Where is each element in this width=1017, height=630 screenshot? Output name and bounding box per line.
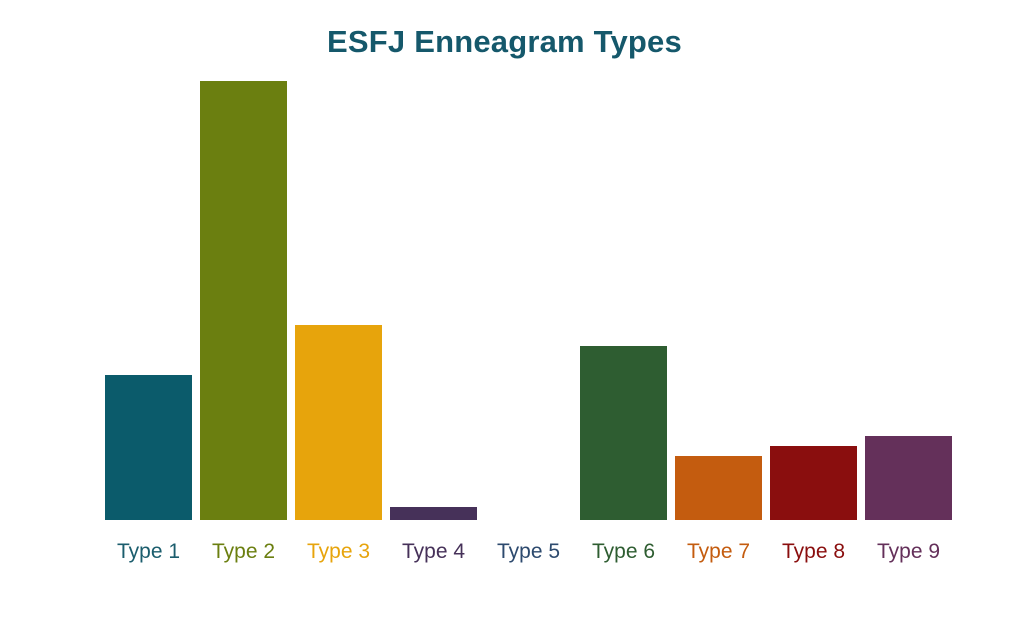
bar: [390, 507, 477, 520]
x-axis-label: Type 7: [686, 540, 751, 563]
bar: [675, 456, 762, 520]
x-axis-label: Type 5: [496, 540, 561, 563]
x-axis-label: Type 6: [591, 540, 656, 563]
x-axis-label: Type 8: [781, 540, 846, 563]
x-axis-label: Type 9: [876, 540, 941, 563]
x-axis-label: Type 3: [306, 540, 371, 563]
bar-column: [196, 81, 291, 520]
bar-column: [671, 81, 766, 520]
bar: [105, 375, 192, 520]
bar-column: [291, 81, 386, 520]
bar-column: [101, 81, 196, 520]
x-axis-label: Type 4: [401, 540, 466, 563]
bar: [200, 81, 287, 520]
bar-column: [861, 81, 956, 520]
bar: [580, 346, 667, 520]
bar: [295, 325, 382, 520]
bar: [770, 446, 857, 520]
chart-title: ESFJ Enneagram Types: [327, 24, 682, 59]
bar: [865, 436, 952, 520]
x-axis-label: Type 1: [116, 540, 181, 563]
bar-column: [766, 81, 861, 520]
plot-area: [101, 81, 956, 520]
bar-column: [576, 81, 671, 520]
x-axis-labels: Type 1 Type 2 Type 3 Type 4 Type 5 Type 6 Type…: [101, 540, 956, 564]
x-axis-label: Type 2: [211, 540, 276, 563]
bar-column: [386, 81, 481, 520]
bar-column: [481, 81, 576, 520]
